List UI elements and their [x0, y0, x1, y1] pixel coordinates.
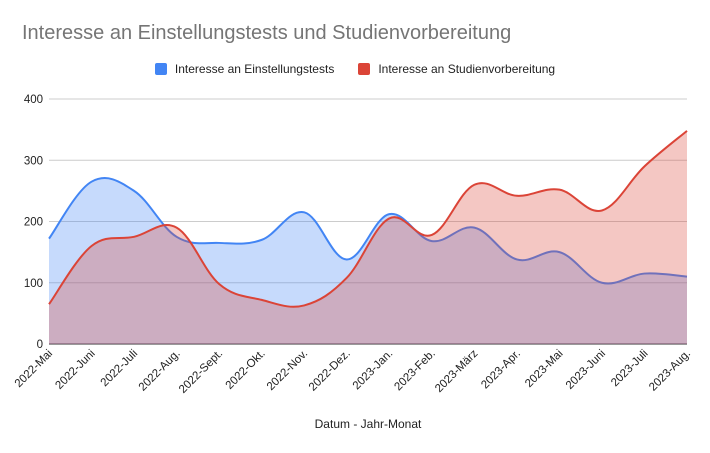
- data-point-studienvorbereitung[interactable]: [174, 225, 180, 231]
- x-axis-title: Datum - Jahr-Monat: [315, 417, 422, 431]
- grid-layer: [49, 98, 687, 345]
- data-point-studienvorbereitung[interactable]: [46, 301, 52, 307]
- series-line-einstellungstests[interactable]: [48, 177, 688, 285]
- x-tick-label: 2022-Okt.: [224, 348, 268, 392]
- data-point-studienvorbereitung[interactable]: [301, 302, 307, 308]
- legend-item-studienvorbereitung[interactable]: Interesse an Studienvorbereitung: [358, 62, 555, 76]
- data-point-studienvorbereitung[interactable]: [344, 275, 350, 281]
- x-tick-label: 2022-Juli: [99, 348, 140, 389]
- y-tick-label: 0: [37, 339, 43, 351]
- data-point-studienvorbereitung[interactable]: [641, 163, 647, 169]
- data-point-studienvorbereitung[interactable]: [131, 234, 137, 240]
- x-tick-label: 2023-Juli: [609, 348, 650, 389]
- data-point-studienvorbereitung[interactable]: [556, 187, 562, 193]
- data-point-studienvorbereitung[interactable]: [386, 215, 392, 221]
- y-tick-label: 100: [24, 278, 43, 290]
- x-tick-label: 2022-Juni: [53, 348, 97, 392]
- data-point-studienvorbereitung[interactable]: [216, 281, 222, 287]
- x-tick-label: 2023-Juni: [564, 348, 608, 392]
- data-point-einstellungstests[interactable]: [89, 179, 95, 185]
- x-tick-label: 2023-Aug.: [647, 348, 693, 394]
- data-point-studienvorbereitung[interactable]: [599, 207, 605, 213]
- data-point-studienvorbereitung[interactable]: [259, 297, 265, 303]
- legend-label-einstellungstests: Interesse an Einstellungstests: [174, 62, 335, 76]
- data-point-studienvorbereitung[interactable]: [471, 182, 477, 188]
- legend-label-studienvorbereitung: Interesse an Studienvorbereitung: [378, 62, 556, 76]
- data-point-einstellungstests[interactable]: [344, 256, 350, 262]
- data-point-studienvorbereitung[interactable]: [684, 128, 690, 134]
- y-tick-label: 300: [24, 155, 43, 167]
- x-tick-label: 2023-Jan.: [351, 348, 396, 393]
- data-point-einstellungstests[interactable]: [216, 240, 222, 246]
- series-layer: [46, 128, 690, 344]
- legend-swatch-einstellungstests: [154, 63, 167, 75]
- x-tick-label: 2023-Mai: [523, 348, 565, 390]
- data-point-einstellungstests[interactable]: [259, 237, 265, 243]
- data-point-studienvorbereitung[interactable]: [89, 243, 95, 249]
- chart-title: Interesse an Einstellungstests und Studi…: [22, 22, 512, 44]
- x-tick-label: 2023-März: [433, 347, 481, 395]
- legend-item-einstellungstests[interactable]: Interesse an Einstellungstests: [154, 62, 335, 76]
- data-point-studienvorbereitung[interactable]: [429, 232, 435, 238]
- x-tick-label: 2023-Apr.: [479, 348, 523, 392]
- y-tick-label: 400: [24, 94, 43, 106]
- y-tick-label: 200: [24, 217, 43, 229]
- x-tick-label: 2022-Nov.: [265, 348, 310, 393]
- x-tick-label: 2022-Dez.: [307, 348, 353, 394]
- data-point-einstellungstests[interactable]: [301, 209, 307, 215]
- x-tick-label: 2022-Aug.: [137, 348, 183, 394]
- data-point-studienvorbereitung[interactable]: [514, 193, 520, 199]
- series-line-studienvorbereitung[interactable]: [48, 130, 688, 308]
- legend-swatch-studienvorbereitung: [358, 63, 371, 75]
- x-tick-label: 2022-Mai: [13, 348, 55, 390]
- area-fill-einstellungstests: [49, 178, 687, 344]
- data-point-einstellungstests[interactable]: [131, 188, 137, 194]
- data-point-einstellungstests[interactable]: [46, 236, 52, 242]
- area-fill-studienvorbereitung: [49, 130, 687, 344]
- x-tick-label: 2022-Sept.: [177, 348, 225, 396]
- legend: Interesse an Einstellungstests Interesse…: [0, 62, 710, 76]
- x-tick-label: 2023-Feb.: [392, 348, 438, 394]
